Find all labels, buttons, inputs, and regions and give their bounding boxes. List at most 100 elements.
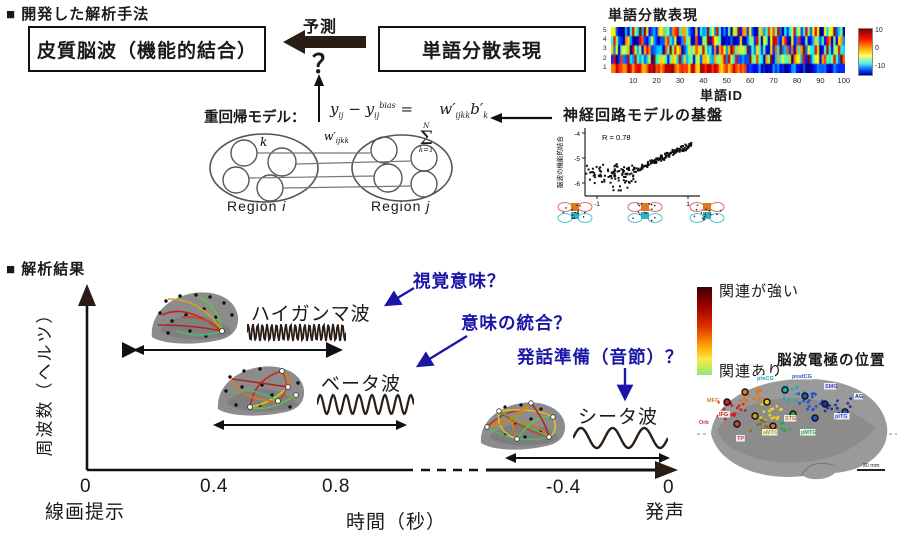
embedding-colorbar	[858, 28, 873, 76]
f-y2: y	[365, 100, 375, 118]
brain-image-beta	[217, 366, 305, 416]
hm-xtick-10: 10	[629, 76, 638, 85]
origin-label: 線画提示	[45, 502, 126, 523]
hm-xtick-40: 40	[699, 76, 708, 85]
annotation-visual-meaning: 視覚意味？	[413, 271, 506, 291]
regression-label: 重回帰モデル：	[204, 110, 306, 126]
electrode-brain-image: MFG Orb IFG preCG postCG SMG AG pITG aMTG pMTG STG…	[697, 373, 897, 480]
electrode-label-TP: TP	[737, 436, 744, 442]
f-y2-sub: ij	[374, 111, 380, 120]
xtick-0: 0	[80, 476, 92, 497]
hm-xtick-20: 20	[652, 76, 661, 85]
relation-strong-label: 関連が強い	[719, 283, 800, 300]
electrode-label-MFG: MFG	[707, 398, 719, 404]
basis-xtick-1: 1	[686, 201, 690, 208]
box-embedding-label: 単語分散表現	[421, 40, 542, 62]
weight-label: w′ijkk	[324, 130, 349, 145]
cb-tick-neg10: -10	[875, 63, 886, 70]
question-mark: ？	[312, 49, 339, 79]
section-heading-results: ■ 解析結果	[6, 261, 86, 278]
f-eq: =	[400, 100, 414, 118]
electrode-label-STG: STG	[785, 416, 796, 422]
electrode-label-pMTG: pMTG	[801, 430, 817, 436]
theta-wave	[573, 426, 668, 450]
xtick-08: 0.8	[322, 476, 350, 497]
basis-ytick-5: -5	[574, 156, 580, 163]
f-w-sub: ijkk	[455, 111, 471, 120]
electrode-position-title: 脳波電極の位置	[777, 353, 886, 369]
basis-ylabel: 脳波の機能的結合	[555, 136, 564, 189]
connectivity-arcs	[231, 370, 297, 410]
basis-ytick-6: -6	[574, 181, 580, 188]
sigma-symbol: Σ	[419, 127, 433, 149]
double-arrow-beta	[213, 420, 407, 430]
f-minus: −	[348, 100, 361, 118]
region-network-diagram: k w′ijkk	[209, 130, 453, 203]
hm-xtick-80: 80	[792, 76, 802, 85]
basis-title: 神経回路モデルの基盤	[563, 107, 724, 124]
electrode-label-pITG: pITG	[835, 414, 848, 420]
electrode-label-Orb: Orb	[699, 420, 709, 426]
k-label: k	[260, 135, 267, 149]
f-sum-top: N	[423, 122, 430, 130]
f-b: b′	[470, 100, 484, 118]
basis-scatter-plot: -4 -5 -6 -1 1 R = 0.78 脳波の機能的結合	[555, 128, 700, 208]
section-heading-method: ■ 開発した解析手法	[6, 6, 150, 23]
annotation-speech-preparation: 発話準備（音節）？	[517, 347, 684, 367]
network-state-icons	[557, 202, 725, 223]
region-j-label: Region j	[371, 198, 431, 214]
regression-formula: yij − yijbias = N Σ k=1 w′ijkkb′k	[330, 100, 488, 154]
thick-left-arrow	[283, 30, 366, 54]
electrode-label-AG: AG	[855, 394, 863, 400]
theta-label: シータ波	[578, 407, 659, 428]
beta-wave	[317, 393, 414, 416]
brain-image-theta	[480, 400, 566, 450]
embedding-heatmap	[611, 27, 845, 73]
double-arrow-theta	[505, 453, 670, 463]
time-axis-label: 時間（秒）	[346, 512, 447, 533]
formula-left-arrow	[490, 113, 552, 123]
basis-r-annotation: R = 0.78	[602, 133, 631, 142]
cb-tick-0: 0	[875, 45, 879, 52]
f-y1: y	[330, 100, 339, 118]
brain-image-high-gamma	[151, 292, 239, 344]
electrode-label-aMTG: aMTG	[763, 430, 778, 436]
double-arrow-high-gamma	[133, 345, 343, 355]
cb-tick-10: 10	[875, 27, 883, 34]
annotation-meaning-integration: 意味の統合？	[461, 313, 572, 333]
relation-colorbar	[697, 287, 712, 375]
electrode-markers-and-labels: MFG Orb IFG preCG postCG SMG AG pITG aMTG pMTG STG…	[698, 373, 863, 442]
basis-xtick-neg1: -1	[594, 201, 600, 208]
hm-ytick-1: 1	[603, 63, 607, 71]
scatter-points	[585, 141, 693, 192]
frequency-axis-label: 周波数（ヘルツ）	[35, 304, 55, 457]
electrode-label-SMG: SMG	[825, 384, 838, 390]
connectivity-arcs	[486, 402, 556, 441]
hm-xtick-70: 70	[769, 76, 778, 85]
hm-xtick-100: 100	[837, 76, 851, 85]
up-arrow	[314, 74, 324, 122]
box-cortical-ecog: 皮質脳波（機能的結合）	[28, 26, 266, 72]
hm-ytick-3: 3	[603, 45, 607, 53]
time-frequency-axes	[78, 284, 678, 479]
region-i-label: Region i	[227, 198, 287, 214]
high-gamma-wave	[247, 322, 346, 343]
beta-label: ベータ波	[321, 374, 402, 395]
hm-ytick-2: 2	[603, 54, 607, 62]
hm-ytick-4: 4	[603, 36, 607, 44]
embedding-chart-title: 単語分散表現	[608, 7, 698, 23]
xtick-neg04: -0.4	[546, 477, 581, 498]
high-gamma-label: ハイガンマ波	[251, 304, 371, 325]
f-y1-sub: ij	[338, 111, 344, 120]
connectivity-arcs	[157, 296, 223, 336]
f-sum-bottom: k=1	[418, 146, 434, 155]
electrode-label-postCG: postCG	[792, 374, 812, 380]
hm-ytick-5: 5	[603, 27, 607, 34]
vocalization-label: 発声	[645, 502, 686, 523]
electrode-label-preCG: preCG	[757, 376, 774, 382]
box-word-embedding: 単語分散表現	[378, 26, 586, 72]
blue-arrows	[383, 286, 634, 402]
hm-xtick-30: 30	[675, 76, 685, 85]
embedding-xlabel: 単語ID	[700, 88, 744, 103]
